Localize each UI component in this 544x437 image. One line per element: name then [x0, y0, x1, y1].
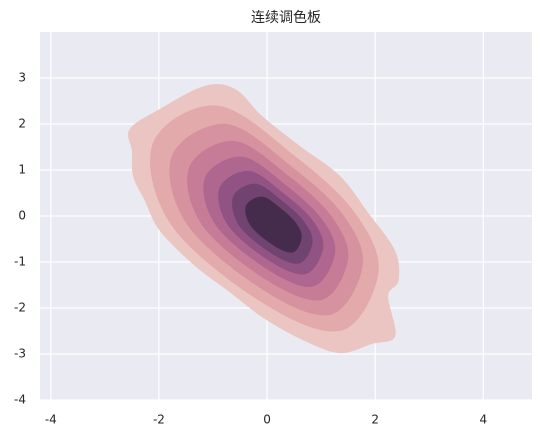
- x-tick-label: 0: [263, 413, 271, 427]
- y-tick-label: 0: [18, 209, 26, 223]
- chart-title: 连续调色板: [251, 9, 321, 26]
- x-tick-label: 4: [480, 413, 488, 427]
- y-tick-label: -3: [14, 347, 26, 361]
- y-tick-label: 2: [18, 117, 26, 131]
- contour-level: [245, 196, 302, 253]
- x-tick-label: -4: [45, 413, 57, 427]
- contours: [128, 84, 400, 354]
- x-tick-label: -2: [153, 413, 165, 427]
- x-tick-label: 2: [371, 413, 379, 427]
- y-tick-label: -4: [14, 393, 26, 407]
- y-tick-label: 1: [18, 163, 26, 177]
- y-tick-label: -2: [14, 301, 26, 315]
- y-tick-label: -1: [14, 255, 26, 269]
- y-tick-label: 3: [18, 71, 26, 85]
